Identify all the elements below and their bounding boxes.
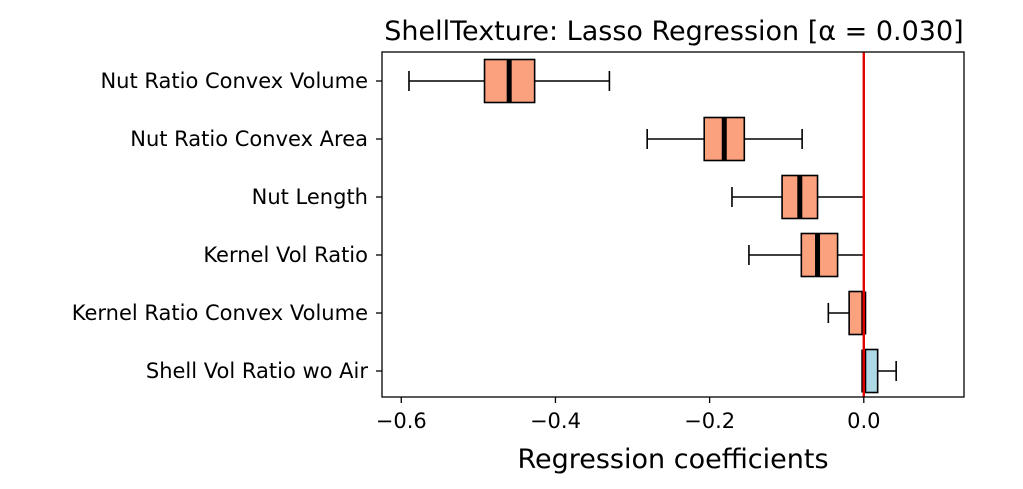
y-tick-label: Kernel Ratio Convex Volume xyxy=(72,301,368,325)
box-6 xyxy=(861,348,897,394)
x-tick-label: 0.0 xyxy=(847,409,880,433)
chart-title: ShellTexture: Lasso Regression [α = 0.03… xyxy=(384,16,963,47)
box-5 xyxy=(827,290,867,336)
y-tick-label: Nut Ratio Convex Volume xyxy=(100,69,368,93)
box-2 xyxy=(646,116,803,162)
x-axis: −0.6 −0.4 −0.2 0.0 xyxy=(376,397,880,433)
plot-frame xyxy=(381,51,965,398)
y-axis: Nut Ratio Convex Volume Nut Ratio Convex … xyxy=(72,69,382,383)
plot-area xyxy=(408,52,897,397)
x-axis-label: Regression coefficients xyxy=(517,444,828,475)
x-tick-label: −0.4 xyxy=(530,409,581,433)
box-4 xyxy=(748,232,865,278)
y-tick-label: Nut Ratio Convex Area xyxy=(130,127,368,151)
box-1 xyxy=(408,58,611,104)
x-tick-label: −0.6 xyxy=(376,409,427,433)
y-tick-label: Nut Length xyxy=(252,185,368,209)
y-tick-label: Kernel Vol Ratio xyxy=(203,243,368,267)
x-tick-label: −0.2 xyxy=(684,409,735,433)
y-tick-label: Shell Vol Ratio wo Air xyxy=(146,359,368,383)
box-3 xyxy=(731,174,865,220)
